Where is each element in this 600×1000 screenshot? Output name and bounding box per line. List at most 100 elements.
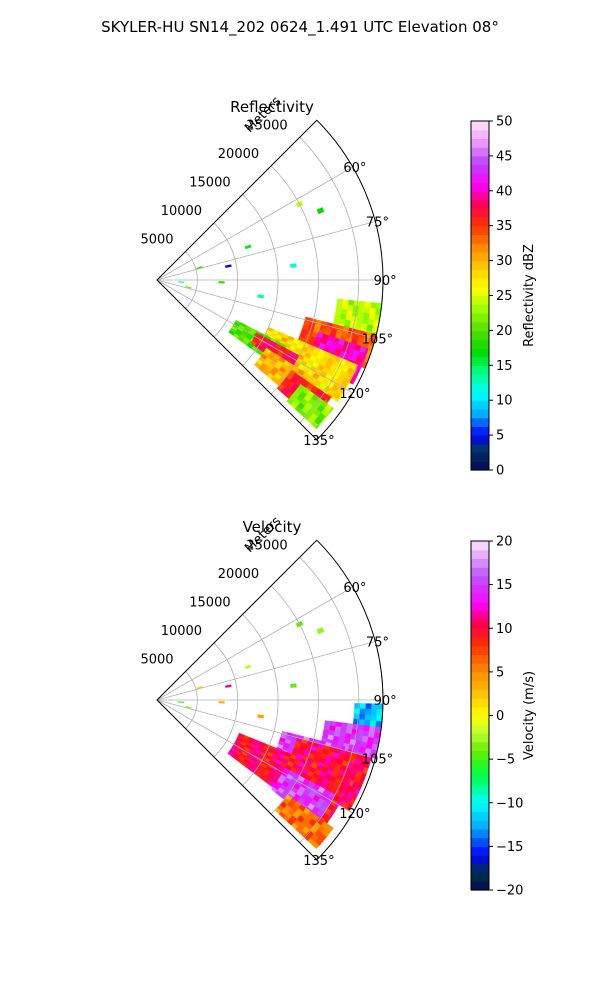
echo-cell <box>336 399 340 403</box>
colorbar-segment <box>471 759 489 769</box>
colorbar-segment <box>471 811 489 821</box>
echo-point <box>218 281 225 284</box>
colorbar-segment <box>471 208 489 218</box>
echo-cell <box>365 708 372 716</box>
colorbar-segment <box>471 636 489 647</box>
colorbar-segment <box>471 698 489 708</box>
colorbar-segment <box>471 234 489 244</box>
colorbar-segment <box>471 663 489 673</box>
angle-tick-label: 60° <box>343 161 366 176</box>
angle-tick-label: 75° <box>366 635 389 650</box>
colorbar: 0 5 10 15 20 25 30 35 40 45 50 Reflectivity dBZ <box>470 115 537 479</box>
echo-cell <box>376 715 383 722</box>
echo-cell <box>376 709 384 717</box>
colorbar-segment <box>471 567 489 577</box>
colorbar-segment <box>471 802 489 813</box>
echo-cell <box>311 841 320 850</box>
colorbar-segment <box>471 837 489 847</box>
colorbar: −20 −15 −10 −5 0 5 10 15 20 Velocity (m/s) <box>470 535 537 899</box>
colorbar-tick-label: 30 <box>496 254 513 269</box>
radial-tick-label: 5000 <box>140 652 173 667</box>
colorbar-segment <box>471 750 489 760</box>
colorbar-segment <box>471 400 489 410</box>
echo-field <box>177 620 384 850</box>
colorbar-segment <box>471 619 489 629</box>
azimuth-line <box>156 279 376 339</box>
radial-tick-label: 25000 <box>246 538 287 553</box>
echo-cell <box>354 703 361 710</box>
colorbar-segment <box>471 872 489 882</box>
colorbar-segment <box>471 593 489 603</box>
colorbar-segment <box>471 610 489 621</box>
azimuth-line <box>156 221 376 281</box>
echo-point <box>177 281 185 284</box>
colorbar-tick-label: −15 <box>496 840 523 855</box>
colorbar-segment <box>471 435 489 445</box>
radial-tick-label: 25000 <box>246 118 287 133</box>
colorbar-tick-label: 50 <box>496 115 513 130</box>
colorbar-segment <box>471 767 489 778</box>
colorbar-tick-label: 10 <box>496 394 513 409</box>
colorbar-segment <box>471 173 489 183</box>
azimuth-line <box>156 699 376 759</box>
colorbar-segment <box>471 286 489 297</box>
radial-tick-label: 10000 <box>161 624 202 639</box>
colorbar-segment <box>471 121 489 131</box>
echo-point <box>316 207 325 215</box>
radial-tick-label: 15000 <box>189 175 230 190</box>
angle-tick-label: 105° <box>362 753 393 768</box>
echo-field <box>177 200 383 430</box>
colorbar-tick-label: 15 <box>496 359 513 374</box>
colorbar-segment <box>471 129 489 140</box>
echo-cell <box>370 302 378 310</box>
colorbar-segment <box>471 715 489 725</box>
colorbar-segment <box>471 330 489 340</box>
azimuth-line <box>156 641 376 701</box>
echo-cell <box>364 714 372 721</box>
colorbar-tick-label: 10 <box>496 622 513 637</box>
colorbar-segment <box>471 417 489 427</box>
colorbar-segment <box>471 443 489 454</box>
colorbar-segment <box>471 138 489 148</box>
azimuth-line <box>156 279 353 394</box>
colorbar-segment <box>471 732 489 743</box>
colorbar-segment <box>471 243 489 253</box>
angle-tick-label: 90° <box>374 274 397 289</box>
azimuth-line <box>156 166 353 281</box>
colorbar-segment <box>471 164 489 174</box>
colorbar-tick-label: −10 <box>496 796 523 811</box>
colorbar-tick-label: 5 <box>496 429 504 444</box>
colorbar-segment <box>471 182 489 192</box>
colorbar-tick-label: −5 <box>496 753 515 768</box>
colorbar-segment <box>471 741 489 751</box>
echo-point <box>225 684 232 688</box>
colorbar-tick-label: −20 <box>496 884 523 899</box>
colorbar-segment <box>471 251 489 262</box>
colorbar-segment <box>471 339 489 349</box>
echo-cell <box>358 719 366 726</box>
colorbar-segment <box>471 452 489 462</box>
colorbar-segment <box>471 216 489 227</box>
colorbar-segment <box>471 628 489 638</box>
colorbar-segment <box>471 356 489 366</box>
colorbar-segment <box>471 382 489 393</box>
colorbar-segment <box>471 584 489 594</box>
echo-point <box>290 683 297 688</box>
colorbar-segment <box>471 558 489 568</box>
chart-title: Velocity <box>243 518 302 536</box>
radial-tick-label: 20000 <box>218 567 259 582</box>
colorbar-segment <box>471 706 489 717</box>
colorbar-segment <box>471 820 489 830</box>
colorbar-tick-label: 40 <box>496 184 513 199</box>
angle-tick-label: 60° <box>343 581 366 596</box>
colorbar-segment <box>471 190 489 201</box>
colorbar-segment <box>471 724 489 734</box>
colorbar-segment <box>471 785 489 795</box>
colorbar-segment <box>471 863 489 874</box>
azimuth-line <box>156 586 353 701</box>
colorbar-segment <box>471 689 489 699</box>
echo-cell <box>359 713 366 721</box>
echo-cell <box>365 703 372 710</box>
colorbar-segment <box>471 645 489 656</box>
chart-panel-2: Velocity500010000150002000025000Meters60… <box>140 514 537 899</box>
